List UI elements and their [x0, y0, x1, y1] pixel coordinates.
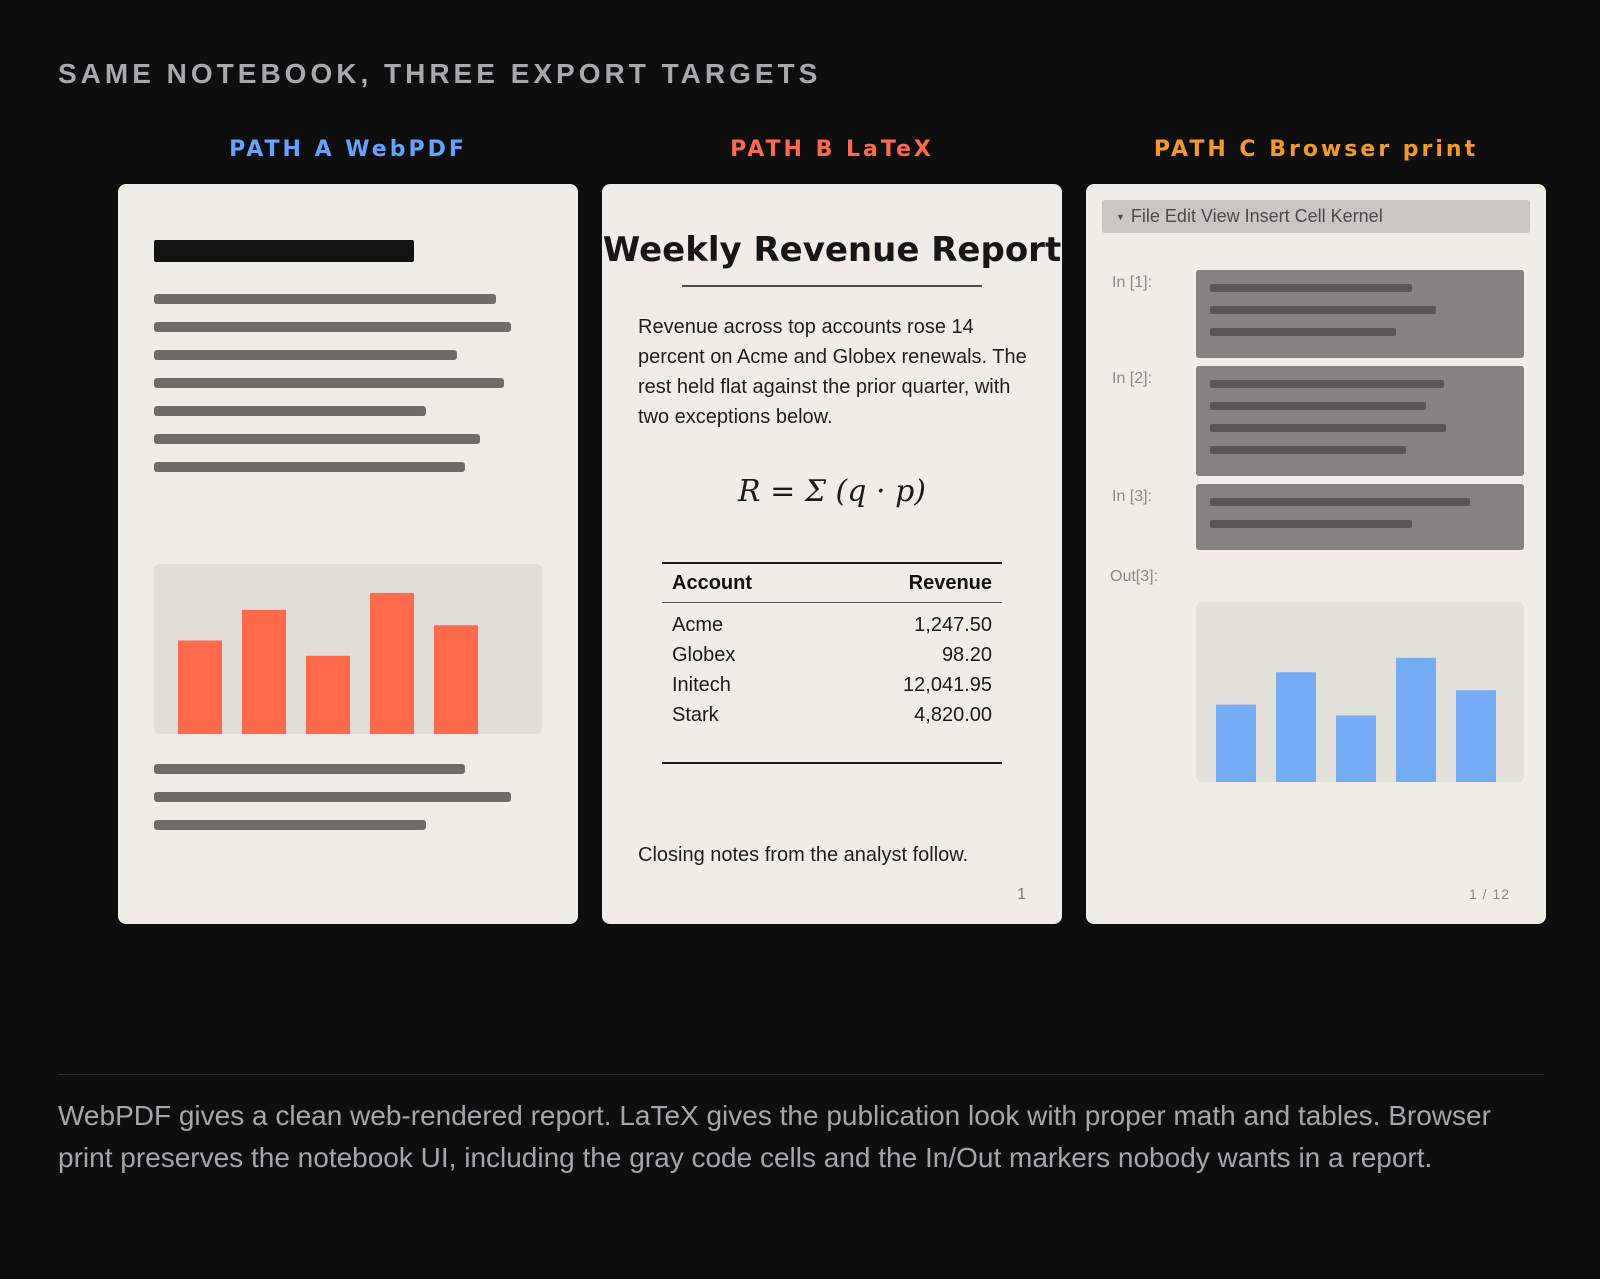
text-line [154, 378, 504, 388]
menubar-items: File Edit View Insert Cell Kernel [1130, 206, 1383, 226]
table-top-rule [662, 562, 1002, 564]
chart-bar [370, 592, 414, 734]
path-c-browser-print-page: ▼ File Edit View Insert Cell Kernel In [1… [1086, 184, 1546, 924]
chart-bar [1456, 690, 1496, 782]
notebook-menubar: ▼ File Edit View Insert Cell Kernel [1102, 200, 1530, 233]
code-line [1210, 380, 1444, 388]
text-line [154, 764, 465, 774]
code-cell [1196, 270, 1524, 358]
code-line [1210, 402, 1426, 410]
text-line [154, 322, 511, 332]
report-title: Weekly Revenue Report [602, 230, 1062, 270]
title-rule [682, 285, 982, 287]
text-line [154, 434, 480, 444]
chart-bar [1276, 672, 1316, 782]
table-cell-account: Initech [672, 674, 731, 696]
text-line [154, 350, 457, 360]
page-count: 1 / 12 [1468, 886, 1510, 902]
chart-bar [242, 609, 286, 734]
table-cell-account: Globex [672, 644, 736, 666]
code-line [1210, 520, 1412, 528]
table-cell-revenue: 4,820.00 [914, 704, 992, 726]
path-c-bar-chart [1196, 602, 1524, 782]
code-line [1210, 328, 1396, 336]
table-cell-account: Stark [672, 704, 719, 726]
table-mid-rule [662, 602, 1002, 603]
path-b-latex-page: Weekly Revenue Report Revenue across top… [602, 184, 1062, 924]
table-header-revenue: Revenue [908, 572, 992, 594]
code-cell [1196, 484, 1524, 550]
code-line [1210, 498, 1470, 506]
path-b-label: PATH B LaTeX [730, 137, 934, 162]
prompt-out-3: Out[3]: [1110, 568, 1159, 585]
title-placeholder [154, 240, 414, 262]
chart-bar [434, 625, 478, 734]
table-cell-account: Acme [672, 614, 724, 636]
figure-heading: SAME NOTEBOOK, THREE EXPORT TARGETS [58, 58, 822, 89]
text-line [154, 792, 511, 802]
code-line [1210, 284, 1412, 292]
code-cell [1196, 366, 1524, 476]
path-a-label: PATH A WebPDF [229, 137, 467, 162]
closing-notes: Closing notes from the analyst follow. [638, 844, 969, 866]
path-a-bar-chart [154, 564, 542, 734]
table-cell-revenue: 98.20 [941, 644, 992, 666]
chart-bar [178, 640, 222, 734]
prompt-in-1: In [1]: [1112, 274, 1153, 291]
path-a-webpdf-page [118, 184, 578, 924]
code-line [1210, 446, 1406, 454]
table-cell-revenue: 1,247.50 [914, 614, 992, 636]
table-cell-revenue: 12,041.95 [903, 674, 992, 696]
path-a-chart-svg [178, 592, 478, 734]
prompt-in-3: In [3]: [1112, 488, 1153, 505]
text-line [154, 406, 426, 416]
prompt-in-2: In [2]: [1112, 370, 1153, 387]
chart-bar [306, 655, 350, 734]
caption-divider [58, 1074, 1544, 1075]
page-number: 1 [1017, 886, 1026, 903]
text-line [154, 294, 496, 304]
chart-bar [1396, 657, 1436, 782]
code-line [1210, 306, 1436, 314]
chart-bar [1216, 704, 1256, 782]
chart-bar [1336, 715, 1376, 782]
caret-down-icon: ▼ [1116, 211, 1125, 222]
table-header-account: Account [672, 572, 752, 594]
caption: WebPDF gives a clean web-rendered report… [58, 1100, 1491, 1173]
code-line [1210, 424, 1446, 432]
report-paragraph: Revenue across top accounts rose 14 perc… [638, 316, 1027, 428]
table-bottom-rule [662, 762, 1002, 764]
revenue-formula: R = Σ (q · p) [738, 474, 926, 509]
path-c-label: PATH C Browser print [1153, 137, 1479, 162]
text-line [154, 462, 465, 472]
text-line [154, 820, 426, 830]
path-c-chart-svg [1216, 657, 1496, 782]
